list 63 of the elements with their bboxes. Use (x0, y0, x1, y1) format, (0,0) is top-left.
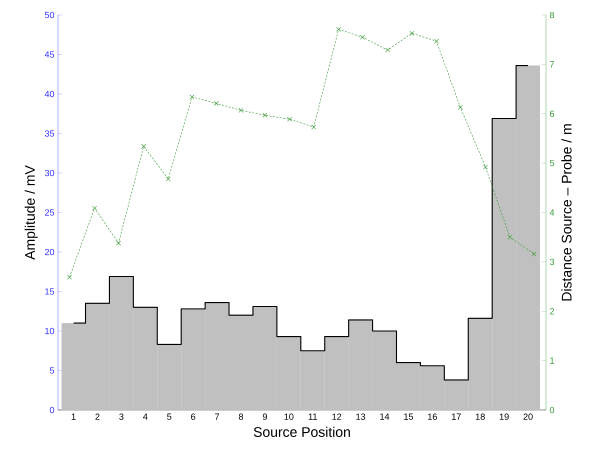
y-tick-label: 0 (50, 406, 54, 414)
point (262, 112, 268, 118)
point (238, 108, 244, 113)
x-tick-label: 8 (238, 414, 244, 420)
y-tick-label: 35 (44, 130, 54, 137)
point (287, 116, 292, 122)
point (483, 164, 488, 170)
y-tick-label: 40 (44, 90, 54, 98)
x-tick-label: 15 (404, 414, 414, 420)
x-tick-label: 11 (308, 414, 317, 420)
point (532, 252, 536, 256)
y2-tick-label: 6 (550, 110, 554, 117)
x-tick-label: 2 (95, 414, 100, 420)
point (92, 206, 98, 210)
point (190, 94, 194, 100)
y2-tick-label: 7 (550, 61, 554, 68)
x-tick-label: 5 (167, 414, 172, 420)
point (214, 100, 219, 106)
point (360, 34, 365, 40)
point (434, 38, 439, 44)
x-tick-label: 4 (143, 414, 148, 420)
y-tick-label: 50 (44, 12, 54, 18)
y-tick-label: 15 (45, 288, 54, 295)
y-tick-label: 5 (50, 367, 54, 374)
point (507, 234, 512, 240)
y2-axis-title: Distance Source – Probe / m (561, 124, 572, 301)
point (458, 104, 463, 110)
y2-tick-label: 2 (550, 308, 554, 314)
x-tick-label: 18 (476, 414, 485, 420)
x-tick-label: 14 (380, 414, 390, 420)
x-tick-label: 6 (191, 414, 196, 420)
x-tick-label: 3 (119, 414, 124, 420)
x-tick-label: 19 (500, 414, 509, 420)
y2-tick-label: 4 (550, 209, 554, 216)
point (385, 48, 390, 52)
point (141, 144, 146, 149)
x-tick-label: 13 (356, 414, 366, 420)
y-tick-label: 10 (45, 328, 54, 334)
point (336, 26, 342, 32)
y-axis-title: Amplitude / mV (24, 165, 38, 260)
point (116, 240, 121, 246)
y2-tick-label: 8 (550, 12, 554, 18)
y2-tick-label: 3 (550, 258, 554, 266)
point (409, 30, 414, 36)
y-tick-label: 45 (44, 51, 54, 58)
x-tick-label: 16 (428, 414, 437, 420)
y-tick-label: 25 (44, 209, 54, 216)
x-tick-label: 12 (332, 414, 342, 420)
x-tick-label: 20 (524, 414, 533, 420)
x-tick-label: 9 (262, 414, 267, 420)
point (67, 274, 72, 280)
x-axis-title: Source Position (254, 426, 350, 437)
point (166, 176, 171, 182)
y-tick-label: 20 (44, 248, 54, 256)
x-tick-label: 7 (215, 414, 220, 420)
point (311, 124, 316, 130)
x-tick-label: 17 (452, 414, 461, 420)
x-tick-label: 10 (284, 414, 294, 420)
y-tick-label: 30 (44, 170, 54, 176)
y2-tick-label: 5 (550, 160, 554, 166)
y2-tick-label: 0 (550, 406, 554, 414)
y2-tick-label: 1 (550, 358, 554, 364)
x-tick-label: 1 (72, 414, 76, 420)
